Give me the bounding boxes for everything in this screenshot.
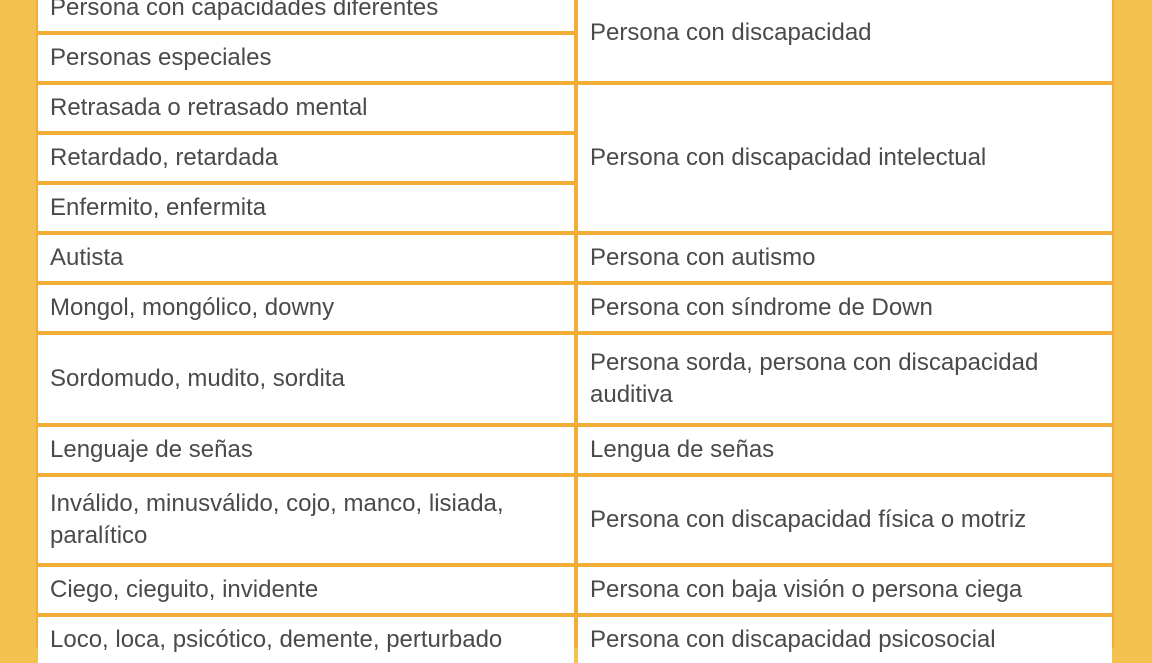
old-term-cell: Retrasada o retrasado mental [38,85,574,131]
old-term-cell: Mongol, mongólico, downy [38,285,574,331]
old-term-cell: Inválido, minusválido, cojo, manco, lisi… [38,477,574,563]
old-term-cell: Enfermito, enfermita [38,185,574,231]
correct-term-cell: Persona con autismo [578,235,1112,281]
correct-term-cell: Persona sorda, persona con discapacidad … [578,335,1112,423]
correct-term-cell: Persona con baja visión o persona ciega [578,567,1112,613]
page: Persona con capacidades diferentes Person… [36,0,1114,663]
correct-term-cell: Persona con discapacidad física o motriz [578,477,1112,563]
correct-term-cell: Lengua de señas [578,427,1112,473]
old-term-cell: Retardado, retardada [38,135,574,181]
correct-term-cell: Persona con discapacidad [578,0,1112,81]
old-term-cell: Ciego, cieguito, invidente [38,567,574,613]
old-term-cell: Autista [38,235,574,281]
old-term-cell: Lenguaje de señas [38,427,574,473]
correct-term-cell: Persona con síndrome de Down [578,285,1112,331]
old-term-cell: Loco, loca, psicótico, demente, perturba… [38,617,574,663]
correct-term-cell: Persona con discapacidad psicosocial [578,617,1112,663]
table: Persona con capacidades diferentes Person… [36,0,1114,663]
correct-term-cell: Persona con discapacidad intelectual [578,85,1112,231]
old-term-cell: Personas especiales [38,35,574,81]
old-term-cell: Sordomudo, mudito, sordita [38,335,574,423]
old-term-cell: Persona con capacidades diferentes [38,0,574,31]
